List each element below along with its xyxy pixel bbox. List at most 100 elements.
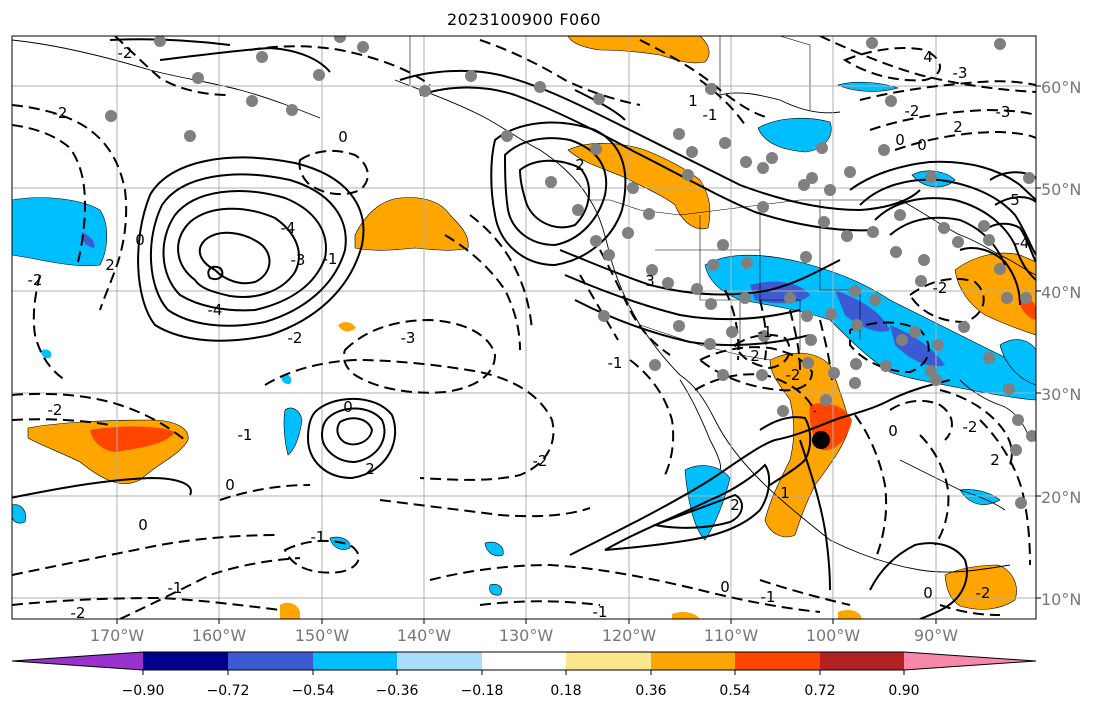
contour-label: -1 xyxy=(238,426,253,444)
contour-label: -4 xyxy=(208,301,223,319)
contour-label: 2 xyxy=(575,156,585,174)
contour-label: -2 xyxy=(905,102,920,120)
contour-label: 0 xyxy=(720,578,730,596)
contour-label: -2 xyxy=(786,366,801,384)
lat-axis: 60°N 50°N 40°N 30°N 20°N 10°N xyxy=(1036,78,1081,609)
map-title: 2023100900 F060 xyxy=(446,10,602,29)
colorbar-tick-label: −0.72 xyxy=(207,683,250,699)
contour-label: 2 xyxy=(750,347,760,365)
contour-label: 2 xyxy=(365,460,375,478)
colorbar-tick-label: −0.36 xyxy=(376,683,419,699)
contour-label: -1 xyxy=(311,528,326,546)
orange-region-pnw xyxy=(567,142,711,230)
contour-label: -1 xyxy=(761,588,776,606)
contour-label: 2 xyxy=(990,451,1000,469)
lat-label-50: 50°N xyxy=(1041,180,1081,199)
contour-label: 0 xyxy=(138,516,148,534)
coastlines xyxy=(12,39,1036,573)
lat-label-20: 20°N xyxy=(1041,488,1081,507)
contour-label: 0 xyxy=(338,128,348,146)
gridlines xyxy=(12,36,1036,619)
contour-labels: -2 -2 0 -2 -2 2 -4 -3 -4 -2 -1 -3 -2 -1 … xyxy=(28,44,1030,622)
orange-region-gulf-alaska xyxy=(354,197,469,251)
lon-label-140: 140°W xyxy=(397,626,452,645)
contour-label: -1 xyxy=(608,354,623,372)
colorbar-tick-label: 0.72 xyxy=(804,683,835,699)
colorbar-segment-1 xyxy=(143,652,228,670)
colorbar-segment-2 xyxy=(228,652,313,670)
contour-label: -3 xyxy=(996,103,1011,121)
colorbar-tick-label: 0.18 xyxy=(550,683,581,699)
contour-label: 2 xyxy=(953,118,963,136)
colorbar-tick-label: 0.54 xyxy=(719,683,750,699)
colorbar-segment-10 xyxy=(904,652,1036,670)
contour-label: -1 xyxy=(758,323,773,341)
lon-label-100: 100°W xyxy=(806,626,861,645)
contour-label: 2 xyxy=(105,256,115,274)
colorbar-tick-label: 0.90 xyxy=(888,683,919,699)
contour-label: 0 xyxy=(895,131,905,149)
contour-label: -1 xyxy=(323,250,338,268)
contour-label: -2 xyxy=(976,584,991,602)
lat-label-60: 60°N xyxy=(1041,78,1081,97)
colorbar-segment-3 xyxy=(313,652,397,670)
contour-label: 0 xyxy=(917,136,927,154)
lon-label-160: 160°W xyxy=(192,626,247,645)
contour-label: -3 xyxy=(401,329,416,347)
contour-label: -3 xyxy=(291,251,306,269)
lat-label-30: 30°N xyxy=(1041,385,1081,404)
contour-label: -1 xyxy=(593,603,608,621)
lat-label-40: 40°N xyxy=(1041,283,1081,302)
colorbar-segment-7 xyxy=(651,652,735,670)
contour-label: 1 xyxy=(780,484,790,502)
contour-label: -2 xyxy=(53,104,68,122)
colorbar-segment-5 xyxy=(482,652,566,670)
contour-label: 1 xyxy=(688,92,698,110)
station-marker xyxy=(812,431,830,449)
colorbar-segment-4 xyxy=(397,652,482,670)
colorbar-tick-label: 0.36 xyxy=(635,683,666,699)
colorbar-tick-label: −0.90 xyxy=(122,683,165,699)
lon-label-130: 130°W xyxy=(499,626,554,645)
contour-label: 0 xyxy=(225,476,235,494)
colorbar-segment-0 xyxy=(12,652,143,670)
colorbar-segment-8 xyxy=(735,652,820,670)
blue-region-west xyxy=(12,197,108,267)
contour-label: -1 xyxy=(168,579,183,597)
lon-label-150: 150°W xyxy=(295,626,350,645)
lon-label-170: 170°W xyxy=(90,626,145,645)
map-frame xyxy=(11,35,1037,620)
contour-label: 5 xyxy=(1010,191,1020,209)
contour-label: 3 xyxy=(645,272,655,290)
contour-label: 0 xyxy=(923,584,933,602)
contour-label: -2 xyxy=(71,604,86,622)
contour-label: 0 xyxy=(888,422,898,440)
colorbar-segment-6 xyxy=(566,652,651,670)
contour-label: -2 xyxy=(48,401,63,419)
contour-label: -2 xyxy=(28,271,43,289)
station-dots xyxy=(105,36,1036,509)
lon-label-90: 90°W xyxy=(914,626,958,645)
colorbar-tick-label: −0.18 xyxy=(461,683,504,699)
lon-label-110: 110°W xyxy=(704,626,759,645)
blue-region-canada xyxy=(757,117,832,153)
contour-label: -2 xyxy=(118,44,133,62)
colorbar-segment-9 xyxy=(820,652,904,670)
contour-label: -2 xyxy=(533,452,548,470)
contour-label: 2 xyxy=(730,496,740,514)
contour-label: 0 xyxy=(343,398,353,416)
colorbar-tick-label: −0.54 xyxy=(292,683,335,699)
contour-label: -4 xyxy=(1015,234,1030,252)
contour-label: -3 xyxy=(953,64,968,82)
contour-label: -4 xyxy=(281,219,296,237)
contour-label: 4 xyxy=(923,48,933,66)
contour-label: 0 xyxy=(135,231,145,249)
colorbar: −0.90 −0.72 −0.54 −0.36 −0.18 0.18 0.36 … xyxy=(11,651,1037,699)
lat-label-10: 10°N xyxy=(1041,590,1081,609)
political-borders xyxy=(409,36,900,361)
contour-label: -2 xyxy=(288,329,303,347)
contour-label: -2 xyxy=(933,279,948,297)
contour-label: -1 xyxy=(703,106,718,124)
lon-label-120: 120°W xyxy=(602,626,657,645)
